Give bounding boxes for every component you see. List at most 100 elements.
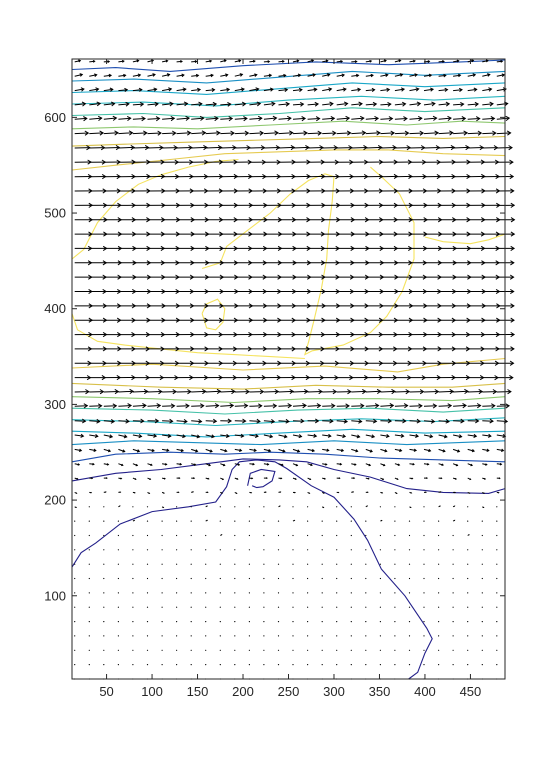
vector-arrow xyxy=(162,288,181,295)
contour-line xyxy=(71,82,506,95)
vector-arrow xyxy=(176,549,178,551)
vector-arrow xyxy=(322,403,336,409)
vector-arrow xyxy=(278,388,295,395)
vector-arrow xyxy=(322,59,329,63)
vector-arrow xyxy=(103,317,122,323)
vector-arrow xyxy=(336,59,344,63)
contour-line xyxy=(71,458,506,494)
vector-arrow xyxy=(277,649,280,651)
vector-arrow xyxy=(249,260,268,266)
vector-arrow xyxy=(453,173,471,180)
vector-arrow xyxy=(278,360,297,366)
vector-arrow xyxy=(409,101,422,107)
vector-arrow xyxy=(292,388,309,395)
vector-arrow xyxy=(394,116,408,122)
vector-arrow xyxy=(88,649,90,651)
vector-arrow xyxy=(336,260,355,266)
vector-arrow xyxy=(423,115,438,121)
y-tick-label: 200 xyxy=(44,493,66,508)
vector-arrow xyxy=(132,649,134,651)
vector-arrow xyxy=(467,448,476,453)
vector-arrow xyxy=(336,477,341,480)
vector-arrow xyxy=(191,144,208,151)
vector-arrow xyxy=(351,419,363,424)
vector-arrow xyxy=(365,434,376,439)
vector-arrow xyxy=(234,87,245,92)
vector-arrow xyxy=(191,434,201,439)
vector-arrow xyxy=(74,491,78,494)
vector-arrow xyxy=(263,317,282,323)
vector-arrow xyxy=(205,87,216,92)
vector-arrow xyxy=(205,549,207,551)
vector-arrow xyxy=(103,649,105,651)
vector-arrow xyxy=(292,664,294,666)
vector-arrow xyxy=(190,549,192,551)
vector-arrow xyxy=(452,592,454,594)
vector-arrow xyxy=(205,388,222,395)
vector-arrow xyxy=(409,491,413,494)
vector-arrow xyxy=(176,419,188,424)
vector-arrow xyxy=(351,202,370,208)
vector-arrow xyxy=(438,159,457,165)
vector-arrow xyxy=(162,115,176,122)
vector-arrow xyxy=(103,159,122,165)
vector-arrow xyxy=(74,649,76,651)
vector-arrow xyxy=(147,448,155,453)
vector-arrow xyxy=(409,274,428,280)
vector-arrow xyxy=(351,403,365,409)
vector-arrow xyxy=(205,173,224,180)
vector-arrow xyxy=(394,260,413,266)
vector-arrow xyxy=(103,506,105,508)
vector-arrow xyxy=(336,360,355,366)
vector-arrow xyxy=(293,331,311,338)
vector-arrow xyxy=(438,434,448,439)
vector-arrow xyxy=(322,433,332,438)
vector-arrow xyxy=(132,534,134,537)
vector-arrow xyxy=(321,621,323,623)
vector-arrow xyxy=(496,577,498,580)
vector-arrow xyxy=(103,144,121,151)
vector-arrow xyxy=(350,577,352,580)
contour-line xyxy=(71,382,506,390)
vector-arrow xyxy=(496,73,506,77)
vector-arrow xyxy=(408,549,411,551)
vector-arrow xyxy=(146,534,149,537)
y-tick-label: 600 xyxy=(44,110,66,125)
vector-arrow xyxy=(423,463,430,466)
vector-arrow xyxy=(336,418,349,424)
vector-arrow xyxy=(409,188,428,194)
vector-arrow xyxy=(365,115,380,122)
vector-arrow xyxy=(496,115,511,121)
vector-arrow xyxy=(117,649,119,651)
vector-arrow xyxy=(453,188,471,194)
vector-arrow xyxy=(438,621,440,623)
vector-arrow xyxy=(307,130,323,136)
vector-arrow xyxy=(351,130,367,136)
vector-arrow xyxy=(147,375,165,381)
vector-arrow xyxy=(467,491,471,494)
vector-arrow xyxy=(205,73,214,78)
contour-line xyxy=(71,158,239,260)
vector-arrow xyxy=(321,664,323,666)
vector-arrow xyxy=(89,346,108,352)
vector-arrow xyxy=(220,145,237,151)
vector-arrow xyxy=(263,419,276,424)
vector-arrow xyxy=(322,116,336,122)
vector-arrow xyxy=(89,173,107,180)
vector-arrow xyxy=(336,346,355,352)
contour-line xyxy=(71,59,506,72)
vector-arrow xyxy=(176,434,186,439)
contour-line xyxy=(71,451,506,463)
vector-arrow xyxy=(438,87,449,92)
vector-arrow xyxy=(438,448,446,453)
vector-arrow xyxy=(482,389,498,395)
vector-arrow xyxy=(481,635,483,637)
vector-arrow xyxy=(103,635,105,637)
vector-arrow xyxy=(482,145,499,151)
vector-arrow xyxy=(263,346,282,352)
vector-arrow xyxy=(234,231,253,237)
vector-arrow xyxy=(191,463,197,466)
vector-arrow xyxy=(234,101,247,107)
vector-arrow xyxy=(263,577,265,580)
vector-arrow xyxy=(234,635,236,637)
